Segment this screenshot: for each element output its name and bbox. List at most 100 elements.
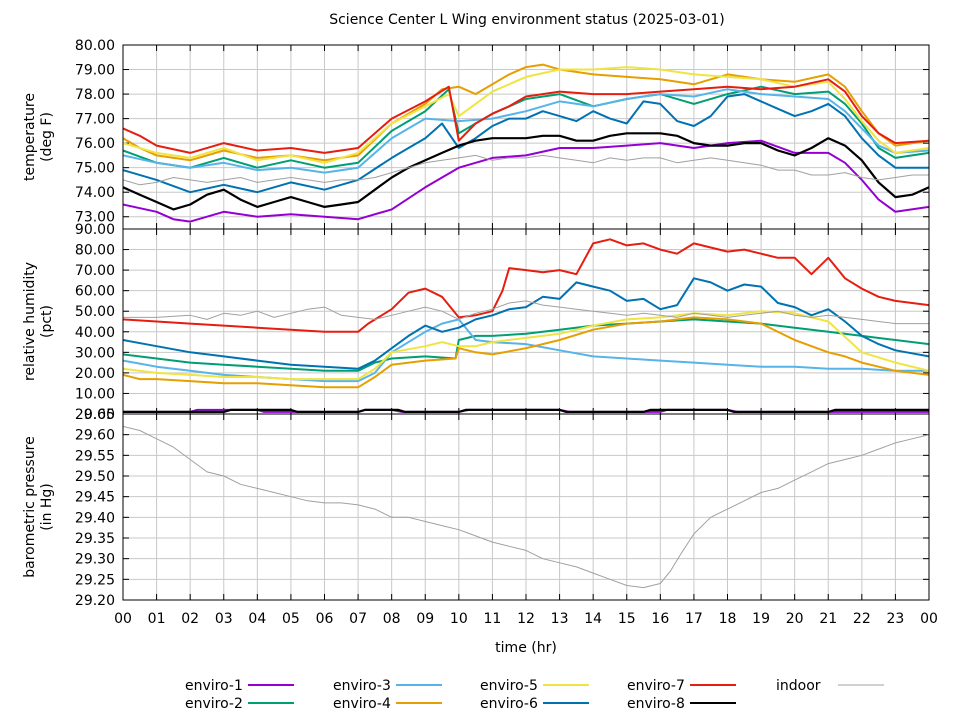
y-axis-label-line: relative humidity: [22, 262, 38, 381]
y-tick-label: 20.00: [75, 366, 115, 382]
y-tick-label: 70.00: [75, 263, 115, 279]
y-axis-label: relative humidity(pct): [22, 262, 55, 381]
x-tick-label: 08: [383, 611, 401, 627]
y-tick-label: 30.00: [75, 345, 115, 361]
series-line-enviro-4: [123, 316, 929, 389]
x-tick-label: 09: [416, 611, 434, 627]
x-tick-label: 07: [349, 611, 367, 627]
legend-label: indoor: [776, 678, 821, 694]
x-tick-label: 05: [282, 611, 300, 627]
legend-item-enviro-6: enviro-6: [480, 696, 589, 712]
y-tick-label: 77.00: [75, 112, 115, 128]
series-line-enviro-3: [123, 88, 929, 174]
legend-label: enviro-2: [185, 696, 243, 712]
y-tick-label: 78.00: [75, 87, 115, 103]
x-tick-label: 23: [887, 611, 905, 627]
y-tick-label: 90.00: [75, 222, 115, 238]
y-tick-label: 29.65: [75, 407, 115, 423]
series-line-enviro-2: [123, 318, 929, 372]
y-axis-label-line: (deg F): [39, 112, 55, 162]
x-tick-label: 12: [517, 611, 535, 627]
y-tick-label: 29.45: [75, 490, 115, 506]
y-tick-label: 10.00: [75, 386, 115, 402]
x-tick-label: 13: [551, 611, 569, 627]
series-line-enviro-1: [123, 139, 929, 223]
x-tick-label: 04: [248, 611, 266, 627]
y-axis-label-line: (pct): [39, 305, 55, 338]
x-tick-label: 17: [685, 611, 703, 627]
legend-item-enviro-8: enviro-8: [627, 696, 736, 712]
series-line-enviro-6: [123, 93, 929, 194]
legend-item-enviro-2: enviro-2: [185, 696, 294, 712]
panel-humidity: 0.00 10.00 20.00 30.00 40.00 50.00 60.00 70.00 8…: [22, 222, 930, 423]
y-tick-label: 60.00: [75, 284, 115, 300]
series-line-enviro-2: [123, 85, 929, 169]
legend-label: enviro-4: [333, 696, 391, 712]
legend-label: enviro-3: [333, 678, 391, 694]
legend-label: enviro-8: [627, 696, 685, 712]
x-tick-label: 16: [651, 611, 669, 627]
y-tick-label: 74.00: [75, 185, 115, 201]
y-tick-label: 76.00: [75, 136, 115, 152]
chart-title: Science Center L Wing environment status…: [329, 12, 725, 28]
x-tick-label: 20: [786, 611, 804, 627]
y-tick-label: 50.00: [75, 304, 115, 320]
series-line-enviro-6: [123, 277, 929, 370]
panel-border: [122, 413, 930, 601]
y-tick-label: 40.00: [75, 325, 115, 341]
y-axis-label-line: (in Hg): [39, 483, 55, 531]
series-line-enviro-5: [123, 66, 929, 164]
series-group: [123, 238, 929, 413]
y-tick-label: 29.35: [75, 531, 115, 547]
series-line-enviro-8: [123, 408, 929, 413]
y-tick-label: 79.00: [75, 63, 115, 79]
series-group: [123, 63, 929, 223]
x-tick-label: 11: [484, 611, 502, 627]
legend-item-enviro-3: enviro-3: [333, 678, 442, 694]
series-line-enviro-4: [123, 63, 929, 162]
x-tick-label: 14: [584, 611, 602, 627]
y-tick-label: 0.00: [84, 407, 115, 423]
x-tick-label: 00: [920, 611, 938, 627]
legend-label: enviro-1: [185, 678, 243, 694]
chart-panels: 73.00 74.00 75.00 76.00 77.00 78.00 79.00 80.00…: [22, 38, 938, 627]
x-tick-label: 06: [316, 611, 334, 627]
y-tick-label: 75.00: [75, 161, 115, 177]
y-tick-label: 29.55: [75, 448, 115, 464]
series-line-enviro-7: [123, 238, 929, 333]
y-tick-label: 29.25: [75, 572, 115, 588]
y-axis-label-line: barometric pressure: [22, 436, 38, 577]
x-tick-label: 15: [618, 611, 636, 627]
series-line-enviro-8: [123, 132, 929, 211]
y-axis-label: temperature(deg F): [22, 93, 55, 181]
y-tick-label: 29.60: [75, 428, 115, 444]
x-tick-label: 22: [853, 611, 871, 627]
panel-temperature: 73.00 74.00 75.00 76.00 77.00 78.00 79.00 80.00…: [22, 38, 930, 230]
x-axis-label: time (hr): [495, 640, 557, 656]
legend-label: enviro-5: [480, 678, 538, 694]
y-tick-label: 73.00: [75, 210, 115, 226]
series-line-enviro-7: [123, 78, 929, 154]
series-group: [123, 425, 929, 589]
x-tick-label: 18: [719, 611, 737, 627]
legend-label: enviro-7: [627, 678, 685, 694]
legend: enviro-1 enviro-2 enviro-3 enviro-4 enviro-5…: [185, 678, 884, 712]
y-tick-label: 29.20: [75, 593, 115, 609]
legend-label: enviro-6: [480, 696, 538, 712]
x-tick-label: 19: [752, 611, 770, 627]
y-axis-label: barometric pressure(in Hg): [22, 436, 55, 577]
x-tick-label: 10: [450, 611, 468, 627]
x-tick-label: 01: [148, 611, 166, 627]
x-tick-labels: 00 01 02 03 04 05 06 07 08 09 10 11 12 13 14 15 16 17 18 19…: [114, 611, 938, 627]
x-tick-label: 00: [114, 611, 132, 627]
y-tick-label: 29.40: [75, 510, 115, 526]
x-tick-label: 21: [819, 611, 837, 627]
legend-item-enviro-1: enviro-1: [185, 678, 294, 694]
y-tick-label: 29.30: [75, 552, 115, 568]
series-line-indoor: [123, 425, 929, 589]
legend-item-enviro-7: enviro-7: [627, 678, 736, 694]
series-line-enviro-5: [123, 310, 929, 381]
y-tick-label: 29.50: [75, 469, 115, 485]
legend-item-indoor: indoor: [776, 678, 884, 694]
